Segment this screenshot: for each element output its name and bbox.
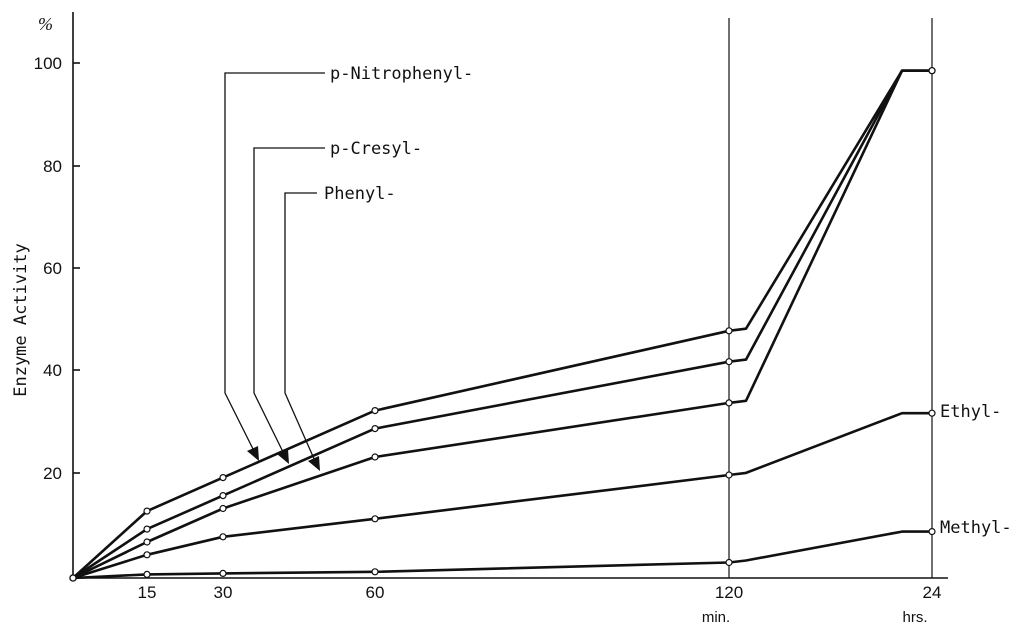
label-methyl: Methyl-	[940, 518, 1012, 538]
series-line-ethyl	[72, 411, 932, 580]
arrowhead	[247, 446, 259, 461]
data-point-phenyl	[219, 504, 227, 513]
y-unit-label: %	[38, 14, 53, 34]
x-tick-label: 15	[138, 583, 157, 602]
data-point-phenyl	[143, 538, 151, 546]
series-line-p-nitrophenyl	[72, 69, 932, 579]
y-tick-label: 40	[43, 361, 62, 380]
series-line-methyl	[72, 530, 932, 580]
y-tick-label: 20	[43, 464, 62, 483]
data-point-p-cresyl	[725, 358, 733, 366]
data-point-ethyl	[143, 551, 151, 559]
series-line-phenyl	[72, 69, 932, 580]
y-tick-label: 60	[43, 259, 62, 278]
data-point-ethyl	[219, 533, 227, 541]
label-phenyl: Phenyl-	[324, 184, 396, 204]
arrowhead	[277, 449, 289, 464]
label-p-cresyl: p-Cresyl-	[330, 139, 422, 159]
callout-leader-phenyl	[284, 192, 317, 462]
data-point-methyl	[928, 527, 936, 536]
x-unit-min: min.	[702, 609, 730, 626]
x-tick-label: 30	[214, 583, 233, 602]
data-point-p-cresyl	[143, 525, 151, 533]
data-point-phenyl	[371, 453, 379, 461]
data-point-methyl	[69, 574, 77, 582]
x-unit-hrs: hrs.	[902, 609, 927, 626]
series-line-p-cresyl	[72, 69, 932, 580]
series-layer	[69, 67, 936, 582]
data-point-ethyl	[725, 471, 733, 479]
callout-leader-p-cresyl	[253, 147, 325, 455]
x-tick-label: 120	[715, 583, 743, 602]
data-point-p-nitrophenyl	[219, 474, 227, 482]
y-tick-label: 100	[34, 54, 62, 73]
data-point-ethyl	[371, 515, 379, 523]
y-tick-label: 80	[43, 157, 62, 176]
data-point-phenyl	[725, 399, 733, 407]
y-axis-label: Enzyme Activity	[11, 243, 31, 397]
data-point-p-cresyl	[371, 425, 379, 433]
data-point-p-nitrophenyl	[143, 507, 151, 515]
data-point-methyl	[371, 568, 379, 576]
data-point-methyl	[143, 570, 151, 579]
data-point-ethyl	[928, 409, 936, 417]
arrowhead	[308, 456, 320, 471]
data-point-methyl	[219, 569, 227, 578]
data-point-p-cresyl	[219, 492, 227, 500]
x-tick-label: 60	[366, 583, 385, 602]
label-ethyl: Ethyl-	[940, 402, 1001, 422]
data-point-phenyl	[928, 67, 936, 75]
label-p-nitrophenyl: p-Nitrophenyl-	[330, 64, 473, 84]
data-point-methyl	[725, 558, 733, 567]
callout-leader-p-nitrophenyl	[224, 72, 325, 452]
data-point-p-nitrophenyl	[725, 327, 733, 335]
x-tick-label: 24	[923, 583, 942, 602]
data-point-p-nitrophenyl	[371, 407, 379, 415]
